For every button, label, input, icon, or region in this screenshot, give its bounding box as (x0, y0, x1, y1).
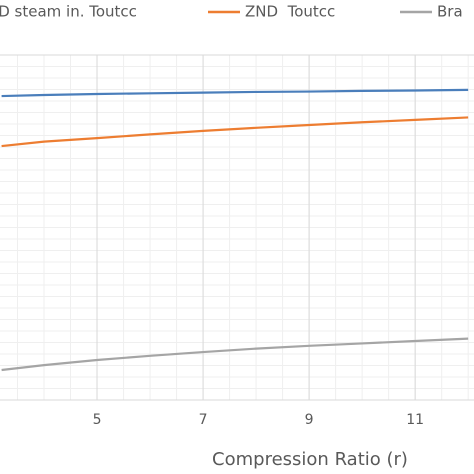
x-axis-label: Compression Ratio (r) (212, 449, 408, 470)
series-line (1, 88, 469, 98)
legend-label: ND steam in. Toutcc (0, 3, 137, 21)
legend-label: ZND Toutcc (245, 3, 335, 21)
x-tick-label: 9 (305, 412, 314, 428)
x-tick-label: 11 (406, 412, 424, 428)
series-line (1, 337, 469, 372)
legend-label: Bra (437, 3, 463, 21)
x-tick-label: 7 (199, 412, 208, 428)
x-tick-label: 5 (93, 412, 102, 428)
series-line (1, 116, 469, 148)
